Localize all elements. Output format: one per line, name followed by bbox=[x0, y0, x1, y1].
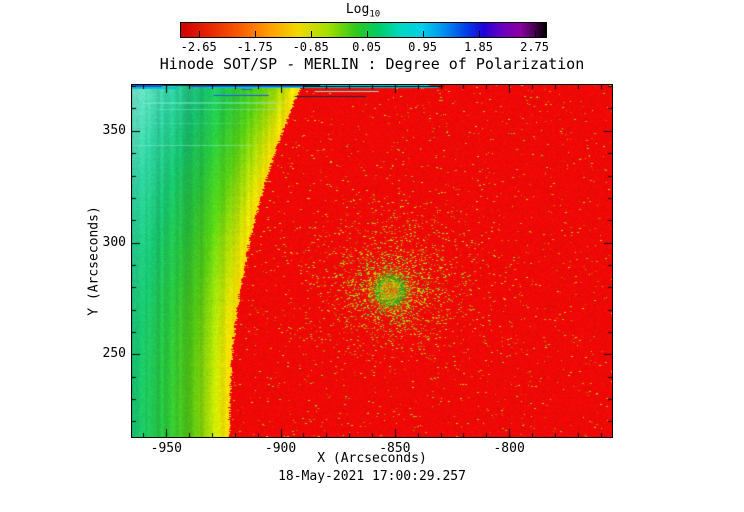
colorbar-title: Log10 bbox=[346, 2, 380, 20]
colorbar-tick-mark bbox=[478, 31, 480, 37]
colorbar-tick-label: -0.85 bbox=[292, 40, 329, 54]
colorbar-tick-mark bbox=[534, 31, 536, 37]
colorbar-tick-mark bbox=[310, 31, 312, 37]
colorbar-tick-label: 1.85 bbox=[464, 40, 494, 54]
observation-timestamp: 18-May-2021 17:00:29.257 bbox=[278, 469, 466, 484]
colorbar-tick-mark bbox=[422, 31, 424, 37]
plot-frame bbox=[131, 84, 613, 438]
colorbar-tick-mark bbox=[198, 31, 200, 37]
colorbar-gradient bbox=[180, 22, 547, 38]
x-axis-label: X (Arcseconds) bbox=[317, 451, 427, 466]
plot-title: Hinode SOT/SP - MERLIN : Degree of Polar… bbox=[159, 55, 585, 73]
colorbar-tick-mark bbox=[254, 31, 256, 37]
colorbar-title-text: Log bbox=[345, 2, 370, 17]
y-axis-tick-label: 350 bbox=[102, 122, 126, 138]
colorbar-tick-label: 2.75 bbox=[520, 40, 549, 54]
colorbar-tick-label: -1.75 bbox=[236, 40, 273, 54]
colorbar-tick-label: 0.95 bbox=[408, 40, 438, 54]
x-axis-tick-label: -950 bbox=[150, 441, 182, 456]
x-axis-tick-label: -800 bbox=[493, 441, 525, 456]
x-axis-tick-label: -850 bbox=[379, 441, 411, 456]
colorbar-tick-label: 0.05 bbox=[352, 40, 382, 54]
polarization-map-canvas bbox=[132, 85, 612, 437]
colorbar-tick-mark bbox=[366, 31, 368, 37]
y-axis-tick-label: 250 bbox=[102, 346, 126, 362]
y-axis-tick-label: 300 bbox=[102, 234, 126, 250]
colorbar-tick-label: -2.65 bbox=[180, 40, 217, 54]
x-axis-tick-label: -900 bbox=[264, 441, 297, 456]
colorbar-title-subscript: 10 bbox=[369, 9, 381, 20]
y-axis-label: Y (Arcseconds) bbox=[86, 206, 102, 316]
